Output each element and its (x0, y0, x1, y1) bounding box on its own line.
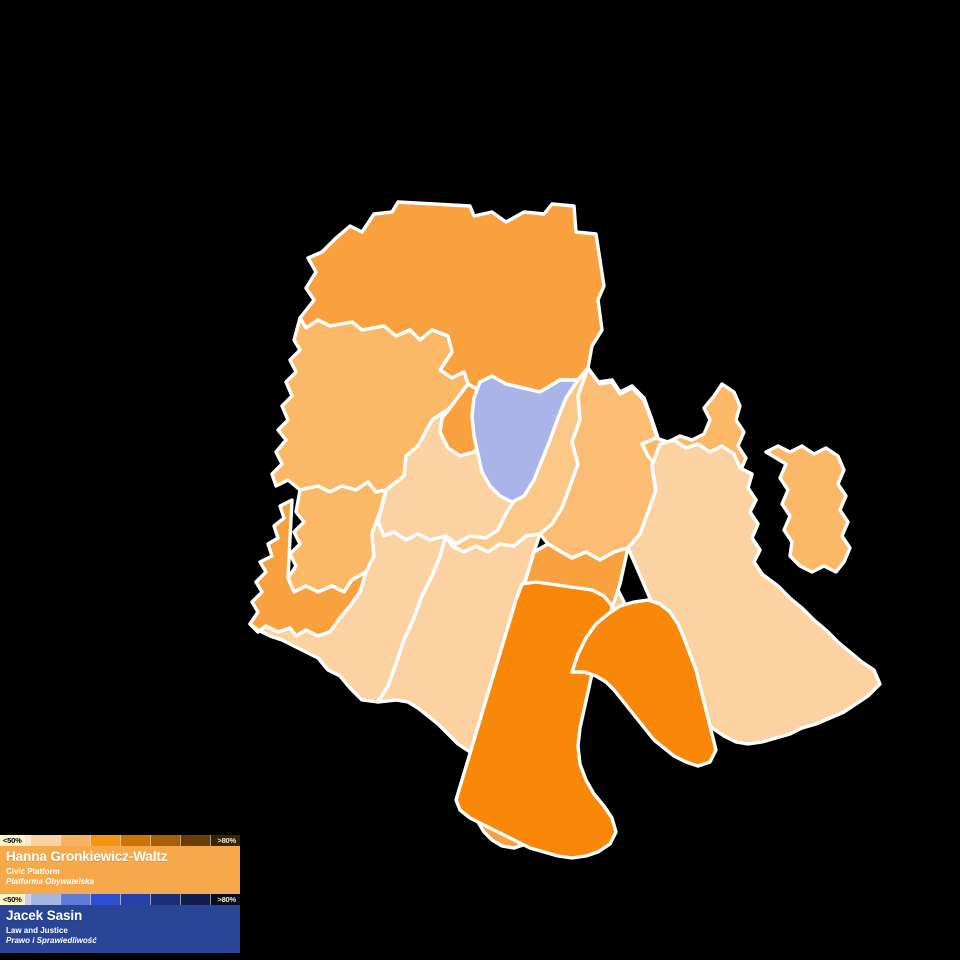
legend-body-orange: Hanna Gronkiewicz-Waltz Civic Platform P… (0, 846, 240, 894)
legend-party-english: Law and Justice (6, 926, 68, 935)
legend-tick-marks-blue (0, 894, 240, 905)
legend-entry-jacek-sasin[interactable]: <50% >80% Jacek Sasin Law and Justice Pr… (0, 894, 240, 953)
legend-high-label-blue: >80% (217, 895, 236, 904)
legend-party-polish: Platforma Obywatelska (6, 877, 95, 886)
legend-tick-marks-orange (0, 835, 240, 846)
district-layer (248, 200, 882, 860)
district-praga-polnoc[interactable] (470, 374, 580, 504)
legend-entry-hanna-gronkiewicz-waltz[interactable]: <50% >80% Hanna Gronkiewicz-Waltz Civic … (0, 835, 240, 894)
district-wawer[interactable] (454, 580, 618, 860)
legend-low-label-orange: <50% (0, 835, 25, 846)
legend-candidate-name: Jacek Sasin (6, 908, 83, 923)
legend-party-english: Civic Platform (6, 867, 60, 876)
legend-candidate-name: Hanna Gronkiewicz-Waltz (6, 849, 168, 864)
legend-color-scale-blue: <50% >80% (0, 894, 240, 905)
district-wawer-south[interactable] (570, 598, 718, 768)
legend-party-polish: Prawo i Sprawiedliwość (6, 936, 97, 945)
legend-color-scale-orange: <50% >80% (0, 835, 240, 846)
legend-high-label-orange: >80% (217, 836, 236, 845)
legend-low-label-blue: <50% (0, 894, 25, 905)
district-wlochy[interactable] (248, 488, 448, 704)
legend-body-blue: Jacek Sasin Law and Justice Prawo i Spra… (0, 905, 240, 953)
map-legend: <50% >80% Hanna Gronkiewicz-Waltz Civic … (0, 835, 240, 953)
district-wesola[interactable] (764, 444, 852, 574)
